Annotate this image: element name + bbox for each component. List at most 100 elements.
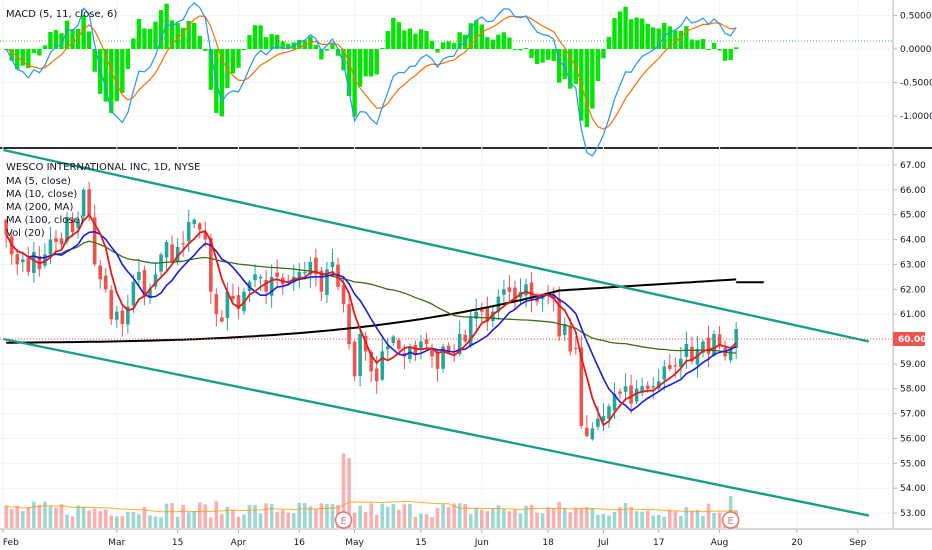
candle-body[interactable] bbox=[330, 261, 335, 268]
candle-body[interactable] bbox=[413, 344, 418, 354]
candle-body[interactable] bbox=[690, 346, 694, 362]
candle-body[interactable] bbox=[115, 311, 119, 320]
candle-body[interactable] bbox=[651, 386, 656, 388]
candle-body[interactable] bbox=[253, 274, 257, 281]
candle-body[interactable] bbox=[92, 217, 97, 265]
candle-body[interactable] bbox=[126, 306, 130, 325]
candle-body[interactable] bbox=[303, 271, 307, 274]
candle-body[interactable] bbox=[435, 352, 440, 369]
candle-body[interactable] bbox=[712, 334, 716, 356]
legend-ma100[interactable]: MA (100, close) bbox=[6, 215, 84, 226]
candle-body[interactable] bbox=[109, 290, 114, 320]
candle-body[interactable] bbox=[137, 271, 141, 281]
ma200-line[interactable] bbox=[6, 278, 737, 344]
candle-body[interactable] bbox=[209, 237, 213, 292]
candle-body[interactable] bbox=[148, 289, 152, 299]
candle-body[interactable] bbox=[87, 189, 91, 215]
candle-body[interactable] bbox=[673, 365, 678, 367]
candle-body[interactable] bbox=[629, 385, 633, 404]
candle-body[interactable] bbox=[623, 386, 628, 392]
candle-body[interactable] bbox=[170, 244, 174, 262]
candle-body[interactable] bbox=[590, 428, 595, 440]
candle-body[interactable] bbox=[131, 281, 136, 306]
candle-body[interactable] bbox=[529, 282, 534, 300]
candle-body[interactable] bbox=[275, 272, 279, 277]
candle-body[interactable] bbox=[640, 386, 644, 393]
candle-body[interactable] bbox=[618, 391, 622, 394]
candle-body[interactable] bbox=[297, 271, 302, 279]
candle-body[interactable] bbox=[607, 406, 611, 419]
candle-body[interactable] bbox=[446, 345, 451, 352]
candle-body[interactable] bbox=[203, 231, 208, 240]
current-price-tag[interactable] bbox=[893, 332, 925, 346]
candle-body[interactable] bbox=[358, 334, 362, 376]
candle-body[interactable] bbox=[197, 223, 202, 230]
candle-body[interactable] bbox=[457, 334, 462, 355]
candle-body[interactable] bbox=[424, 339, 429, 344]
candle-body[interactable] bbox=[32, 251, 36, 273]
candle-body[interactable] bbox=[258, 276, 263, 279]
candle-body[interactable] bbox=[507, 287, 512, 292]
candle-body[interactable] bbox=[65, 217, 69, 242]
candle-body[interactable] bbox=[485, 307, 490, 322]
candle-body[interactable] bbox=[269, 276, 274, 296]
candle-body[interactable] bbox=[419, 341, 423, 350]
ma10-line[interactable] bbox=[5, 230, 737, 412]
macd-line[interactable] bbox=[5, 2, 737, 157]
candle-body[interactable] bbox=[397, 340, 401, 349]
candle-body[interactable] bbox=[369, 352, 373, 372]
candle-body[interactable] bbox=[385, 346, 390, 350]
candle-body[interactable] bbox=[59, 238, 64, 245]
indicator-legend[interactable]: WESCO INTERNATIONAL INC, 1D, NYSE MA (5,… bbox=[6, 162, 200, 239]
candle-body[interactable] bbox=[181, 243, 185, 245]
candle-body[interactable] bbox=[656, 381, 661, 389]
candle-body[interactable] bbox=[15, 254, 20, 265]
candle-body[interactable] bbox=[728, 348, 733, 361]
legend-ma10[interactable]: MA (10, close) bbox=[6, 189, 77, 200]
candle-body[interactable] bbox=[701, 341, 705, 353]
candle-body[interactable] bbox=[551, 293, 556, 300]
candle-body[interactable] bbox=[48, 239, 53, 255]
candle-body[interactable] bbox=[502, 289, 506, 295]
candle-body[interactable] bbox=[734, 329, 738, 348]
candle-body[interactable] bbox=[192, 219, 197, 225]
candle-body[interactable] bbox=[596, 418, 600, 427]
candle-body[interactable] bbox=[706, 337, 711, 354]
candle-body[interactable] bbox=[463, 334, 467, 342]
candle-body[interactable] bbox=[634, 388, 639, 402]
candle-body[interactable] bbox=[164, 242, 169, 258]
candle-body[interactable] bbox=[142, 270, 147, 297]
candle-body[interactable] bbox=[319, 270, 324, 292]
candle-body[interactable] bbox=[352, 341, 357, 377]
candle-body[interactable] bbox=[717, 334, 722, 347]
candle-body[interactable] bbox=[579, 347, 584, 427]
candle-body[interactable] bbox=[70, 218, 75, 233]
candle-body[interactable] bbox=[452, 353, 456, 355]
candle-body[interactable] bbox=[585, 427, 589, 436]
candle-body[interactable] bbox=[562, 324, 567, 335]
candle-body[interactable] bbox=[186, 222, 191, 242]
candle-body[interactable] bbox=[540, 296, 545, 300]
candle-body[interactable] bbox=[557, 298, 561, 337]
candle-body[interactable] bbox=[573, 347, 578, 349]
candle-body[interactable] bbox=[662, 366, 667, 380]
candle-body[interactable] bbox=[645, 385, 650, 389]
candle-body[interactable] bbox=[491, 311, 495, 321]
candle-body[interactable] bbox=[668, 364, 672, 369]
candle-body[interactable] bbox=[441, 346, 445, 369]
candle-body[interactable] bbox=[43, 254, 47, 266]
candle-body[interactable] bbox=[513, 287, 517, 302]
earnings-marker[interactable] bbox=[721, 511, 740, 529]
candle-body[interactable] bbox=[347, 304, 351, 344]
candle-body[interactable] bbox=[679, 358, 683, 368]
upper-channel-line[interactable] bbox=[3, 148, 870, 343]
candle-body[interactable] bbox=[474, 311, 479, 319]
candle-body[interactable] bbox=[430, 347, 434, 357]
candle-body[interactable] bbox=[479, 309, 484, 312]
candle-body[interactable] bbox=[391, 336, 396, 343]
candle-body[interactable] bbox=[380, 351, 385, 380]
candle-body[interactable] bbox=[81, 189, 86, 217]
candle-body[interactable] bbox=[220, 317, 224, 322]
candle-body[interactable] bbox=[236, 295, 241, 310]
